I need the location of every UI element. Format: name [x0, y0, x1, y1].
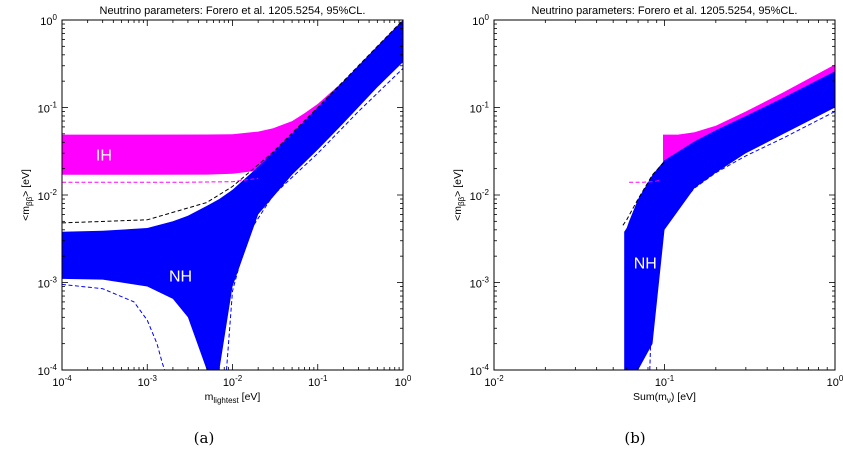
x-axis-label: mlightest [eV] [205, 391, 261, 405]
band-nh [62, 20, 403, 370]
line-nh-lower-3-right [649, 111, 835, 370]
x-tick-label: 10-1 [308, 374, 328, 389]
y-tick-label: 100 [40, 13, 57, 28]
y-tick-label: 10-3 [470, 276, 490, 291]
x-tick-label: 100 [827, 374, 843, 389]
line-ih-lower-3 [629, 179, 661, 183]
caption-a: (a) [194, 429, 215, 447]
y-tick-label: 10-2 [470, 188, 490, 203]
y-tick-label: 10-2 [38, 188, 58, 203]
y-tick-label: 100 [472, 13, 489, 28]
panel-a: 10-4 10-3 10-2 10-1 100 10-4 10-3 10-2 10-1 100 Ne… [20, 5, 412, 405]
region-label-nh: NH [634, 255, 657, 272]
x-axis-label: Sum(mν) [eV] [633, 391, 696, 405]
y-tick-label: 10-1 [470, 101, 490, 116]
region-label-ih: IH [634, 148, 650, 165]
y-tick-label: 10-4 [38, 363, 58, 378]
plot-area [622, 64, 835, 370]
line-nh-lower-3-right [226, 68, 403, 370]
line-ih-lower-3 [62, 177, 259, 183]
region-label-nh: NH [169, 269, 192, 286]
plot-area [62, 20, 403, 370]
panel-b: 10-2 10-1 100 10-4 10-3 10-2 10-1 100 Neutrino p… [452, 5, 843, 405]
x-tick-label: 10-2 [223, 374, 243, 389]
x-tick-label: 10-4 [52, 374, 72, 389]
region-label-ih: IH [96, 148, 112, 165]
line-nh-upper-3 [62, 20, 403, 224]
caption-b: (b) [624, 429, 645, 447]
x-tick-label: 10-3 [138, 374, 158, 389]
y-tick-label: 10-4 [470, 363, 490, 378]
x-tick-label: 100 [395, 374, 412, 389]
line-nh-lower-3-left [62, 283, 166, 370]
y-tick-label: 10-1 [38, 101, 58, 116]
band-nh [624, 71, 835, 370]
x-tick-label: 10-1 [655, 374, 675, 389]
chart-title: Neutrino parameters: Forero et al. 1205.… [532, 5, 798, 17]
line-nh-lower-3-left [632, 233, 635, 370]
y-tick-label: 10-3 [38, 276, 58, 291]
band-ih [62, 20, 403, 175]
x-tick-label: 10-2 [484, 374, 504, 389]
chart-title: Neutrino parameters: Forero et al. 1205.… [100, 5, 366, 17]
y-axis-label: <mββ> [eV] [20, 169, 34, 221]
y-axis-label: <mββ> [eV] [452, 169, 466, 221]
